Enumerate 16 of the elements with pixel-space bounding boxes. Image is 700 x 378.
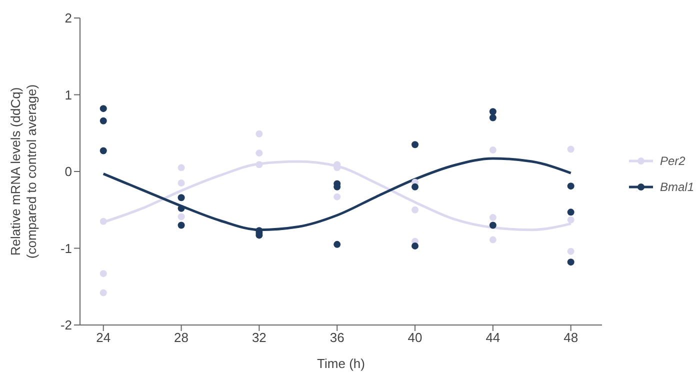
y-tick-label: 0 xyxy=(64,164,72,180)
x-axis-title: Time (h) xyxy=(317,356,365,371)
x-tick-label: 40 xyxy=(408,330,422,346)
x-tick-label: 36 xyxy=(330,330,344,346)
y-tick-label: -2 xyxy=(60,318,72,333)
x-tick-label: 48 xyxy=(564,330,578,346)
y-tick-label: 1 xyxy=(64,87,72,102)
x-tick-label: 28 xyxy=(174,330,189,346)
x-tick-label: 32 xyxy=(252,330,266,346)
y-tick-label: 2 xyxy=(64,10,72,26)
x-tick-label: 24 xyxy=(96,330,111,346)
y-axis-title: Relative mRNA levels (ddCq) (compared to control average) xyxy=(8,84,39,259)
legend-label: Per2 xyxy=(660,154,686,168)
x-tick-label: 44 xyxy=(486,330,500,346)
y-tick-label: -1 xyxy=(60,240,72,256)
legend-label: Bmal1 xyxy=(660,180,694,194)
